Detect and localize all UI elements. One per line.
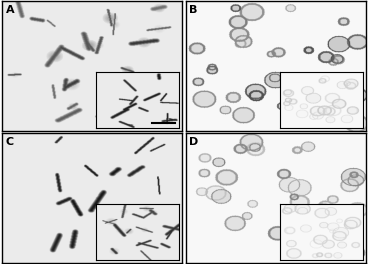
Text: C: C: [6, 137, 14, 147]
Text: A: A: [6, 5, 14, 15]
Text: B: B: [190, 5, 198, 15]
Text: D: D: [190, 137, 199, 147]
